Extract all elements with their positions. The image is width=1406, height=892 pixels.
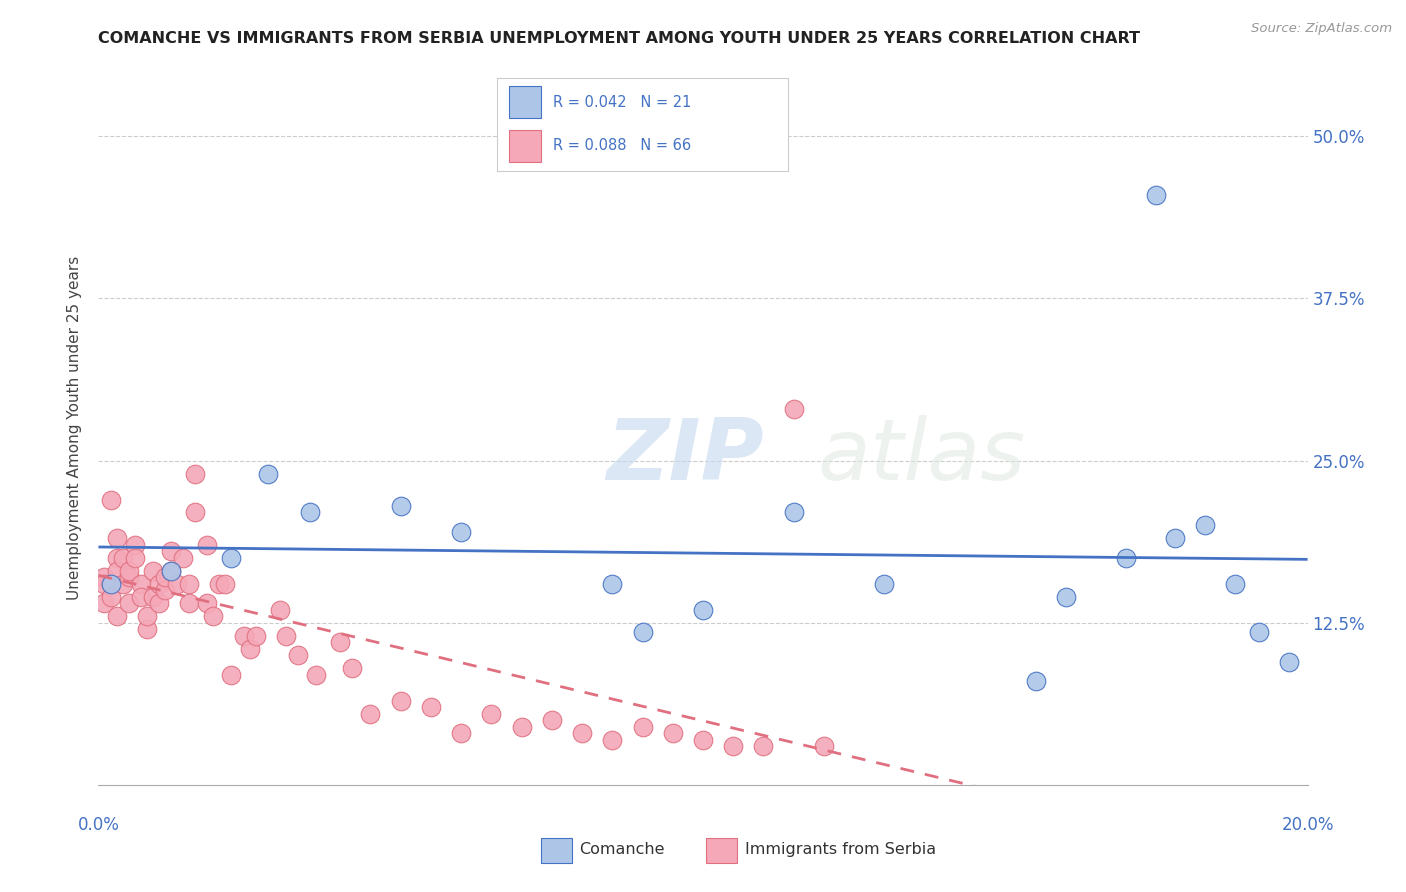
Point [269,603,291,617]
Point [172,550,194,565]
Point [1223,577,1246,591]
Point [450,524,472,539]
Point [142,590,165,604]
Point [111,550,134,565]
Point [329,635,352,649]
Point [602,732,624,747]
Point [783,401,806,416]
Point [287,648,309,663]
Point [105,564,128,578]
Point [93,596,115,610]
Text: ZIP: ZIP [606,415,763,499]
Point [153,570,176,584]
Point [245,629,267,643]
Point [105,532,128,546]
Point [813,739,835,753]
Point [129,577,152,591]
Point [100,577,122,591]
Point [1278,655,1301,669]
Point [662,726,685,740]
Point [184,467,207,481]
Point [202,609,225,624]
Point [752,739,775,753]
Y-axis label: Unemployment Among Youth under 25 years: Unemployment Among Youth under 25 years [67,256,83,600]
Point [389,499,412,513]
Point [148,577,170,591]
Point [195,596,218,610]
Text: COMANCHE VS IMMIGRANTS FROM SERBIA UNEMPLOYMENT AMONG YOUTH UNDER 25 YEARS CORRE: COMANCHE VS IMMIGRANTS FROM SERBIA UNEMP… [98,31,1140,46]
Point [166,577,188,591]
Point [221,550,243,565]
Point [602,577,624,591]
Text: Immigrants from Serbia: Immigrants from Serbia [745,842,936,856]
Point [160,564,183,578]
Point [153,583,176,598]
Text: atlas: atlas [818,415,1026,499]
Point [100,492,122,507]
Point [135,622,157,636]
Point [540,713,562,727]
Point [118,564,141,578]
Point [1249,624,1271,639]
Point [631,624,654,639]
Text: 0.0%: 0.0% [77,816,120,834]
Text: 20.0%: 20.0% [1281,816,1334,834]
Point [93,570,115,584]
Point [148,596,170,610]
Point [342,661,364,675]
Point [93,577,115,591]
Point [723,739,745,753]
Point [214,577,236,591]
Point [232,629,254,643]
Point [274,629,297,643]
Point [179,577,201,591]
Text: Comanche: Comanche [579,842,665,856]
Point [179,596,201,610]
Point [1194,518,1216,533]
Text: Source: ZipAtlas.com: Source: ZipAtlas.com [1251,22,1392,36]
Point [118,596,141,610]
Point [420,700,443,714]
Point [1144,187,1167,202]
Point [160,564,183,578]
Point [105,609,128,624]
Point [389,693,412,707]
Point [118,570,141,584]
Point [221,667,243,681]
Point [692,603,714,617]
Point [1054,590,1077,604]
Point [873,577,896,591]
Point [1024,674,1046,689]
Point [208,577,231,591]
Point [160,544,183,558]
Point [299,506,322,520]
Point [481,706,503,721]
Point [450,726,472,740]
Point [783,506,806,520]
Point [124,550,146,565]
Point [1163,532,1185,546]
Point [360,706,382,721]
Point [239,641,262,656]
Point [1115,550,1137,565]
Point [256,467,278,481]
Point [692,732,714,747]
Point [129,590,152,604]
Point [510,720,533,734]
Point [135,609,157,624]
Point [105,550,128,565]
Point [184,506,207,520]
Point [305,667,328,681]
Point [142,564,165,578]
Point [571,726,593,740]
Point [631,720,654,734]
Point [111,577,134,591]
Point [100,577,122,591]
Point [100,590,122,604]
Point [195,538,218,552]
Point [124,538,146,552]
